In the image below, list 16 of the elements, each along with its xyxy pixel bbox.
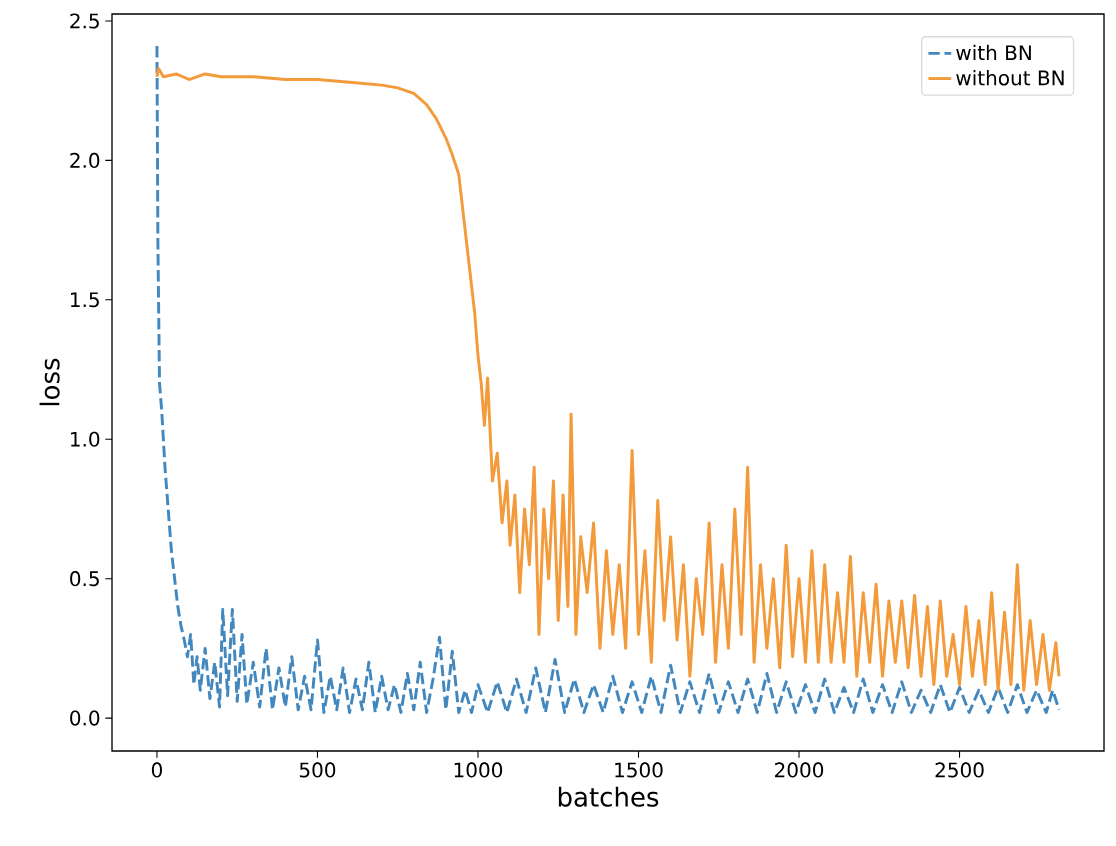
x-tick-label: 2000	[775, 762, 824, 778]
x-tick-label: 500	[299, 762, 336, 778]
y-tick-label: 2.0	[70, 152, 100, 168]
y-tick-label: 1.5	[71, 292, 99, 308]
legend-label: without BN	[956, 69, 1064, 86]
x-axis-title: batches	[558, 786, 659, 807]
y-tick-label: 0.0	[70, 710, 100, 726]
x-tick-label: 2500	[935, 762, 984, 778]
x-tick-label: 0	[151, 762, 162, 778]
x-tick-label: 1500	[615, 762, 663, 778]
y-tick-label: 2.5	[70, 13, 99, 29]
x-tick-label: 1000	[454, 762, 503, 778]
y-tick-label: 1.0	[71, 431, 100, 447]
y-tick-label: 0.5	[70, 571, 99, 587]
y-axis-title: loss	[39, 358, 60, 406]
legend-label: with BN	[956, 44, 1031, 60]
